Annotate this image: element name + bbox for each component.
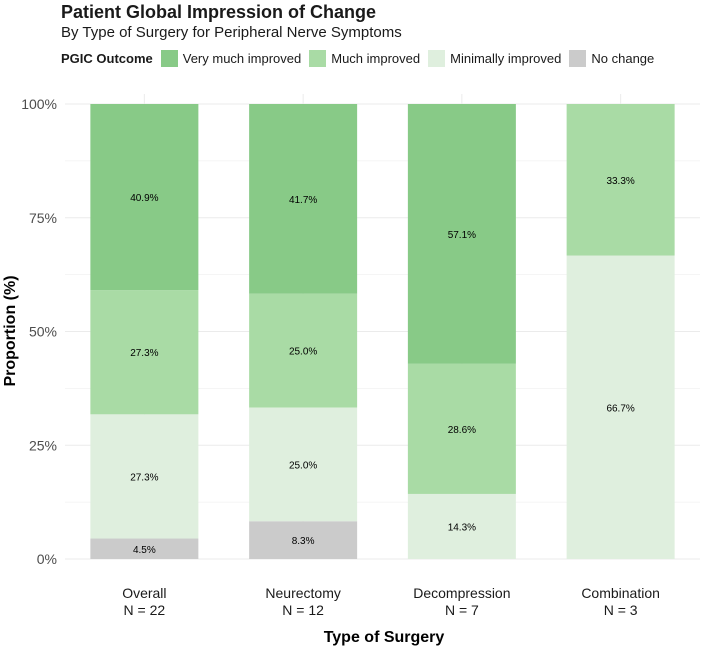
legend-label: No change xyxy=(591,50,655,66)
x-tick-count: N = 12 xyxy=(282,602,324,618)
segment-labels: 4.5% 27.3% 27.3% 40.9% 8.3% 25.0% 25.0% 41.7% 14… xyxy=(130,176,635,556)
legend-item-much-improved: Much improved xyxy=(309,49,421,67)
bar-segment xyxy=(249,293,358,408)
chart-title: Patient Global Impression of Change xyxy=(61,2,377,22)
data-label: 8.3% xyxy=(292,536,315,547)
y-axis-title: Proportion (%) xyxy=(2,275,19,386)
legend-label: Very much improved xyxy=(182,50,302,66)
data-label: 27.3% xyxy=(130,348,158,359)
bar-segment xyxy=(90,538,199,559)
legend-item-minimally-improved: Minimally improved xyxy=(428,49,562,67)
data-label: 66.7% xyxy=(606,403,634,414)
y-tick-label: 50% xyxy=(29,324,57,340)
legend-title: PGIC Outcome xyxy=(61,50,153,66)
x-tick-count: N = 22 xyxy=(124,602,166,618)
legend-swatch xyxy=(309,49,327,67)
data-label: 27.3% xyxy=(130,472,158,483)
bar-segment xyxy=(566,255,675,559)
y-axis: 0% 25% 50% 75% 100% xyxy=(21,96,57,567)
bars xyxy=(90,104,675,559)
legend-label: Minimally improved xyxy=(450,50,562,66)
x-tick-label: Overall xyxy=(122,585,166,601)
bar-segment xyxy=(407,104,516,364)
x-tick-label: Combination xyxy=(581,585,660,601)
bar-segment xyxy=(249,104,358,294)
data-label: 4.5% xyxy=(133,545,156,556)
legend-swatch xyxy=(569,49,587,67)
data-label: 57.1% xyxy=(448,230,476,241)
y-tick-label: 75% xyxy=(29,210,57,226)
x-tick-label: Neurectomy xyxy=(265,585,340,601)
x-tick-label: Decompression xyxy=(413,585,510,601)
x-axis-title: Type of Surgery xyxy=(324,629,445,646)
legend-item-very-much-improved: Very much improved xyxy=(160,49,302,67)
bar-segment xyxy=(249,521,358,559)
bar-segment xyxy=(90,414,199,539)
bar-segment xyxy=(407,363,516,494)
legend-swatch xyxy=(160,49,178,67)
bar-segment xyxy=(249,407,358,522)
bar-segment xyxy=(90,104,199,291)
chart-subtitle: By Type of Surgery for Peripheral Nerve … xyxy=(61,24,402,41)
bar-segment xyxy=(407,493,516,559)
data-label: 25.0% xyxy=(289,460,317,471)
data-label: 41.7% xyxy=(289,195,317,206)
y-tick-label: 100% xyxy=(21,96,57,112)
bar-segment xyxy=(90,290,199,415)
legend: PGIC Outcome Very much improved Much imp… xyxy=(61,48,662,68)
legend-label: Much improved xyxy=(331,50,421,66)
legend-item-no-change: No change xyxy=(569,49,655,67)
y-tick-label: 25% xyxy=(29,437,57,453)
data-label: 25.0% xyxy=(289,347,317,358)
y-tick-label: 0% xyxy=(37,551,57,567)
legend-swatch xyxy=(428,49,446,67)
x-tick-count: N = 3 xyxy=(604,602,638,618)
bar-segment xyxy=(566,104,675,256)
data-label: 14.3% xyxy=(448,522,476,533)
x-tick-count: N = 7 xyxy=(445,602,479,618)
data-label: 33.3% xyxy=(606,176,634,187)
data-label: 40.9% xyxy=(130,193,158,204)
data-label: 28.6% xyxy=(448,425,476,436)
